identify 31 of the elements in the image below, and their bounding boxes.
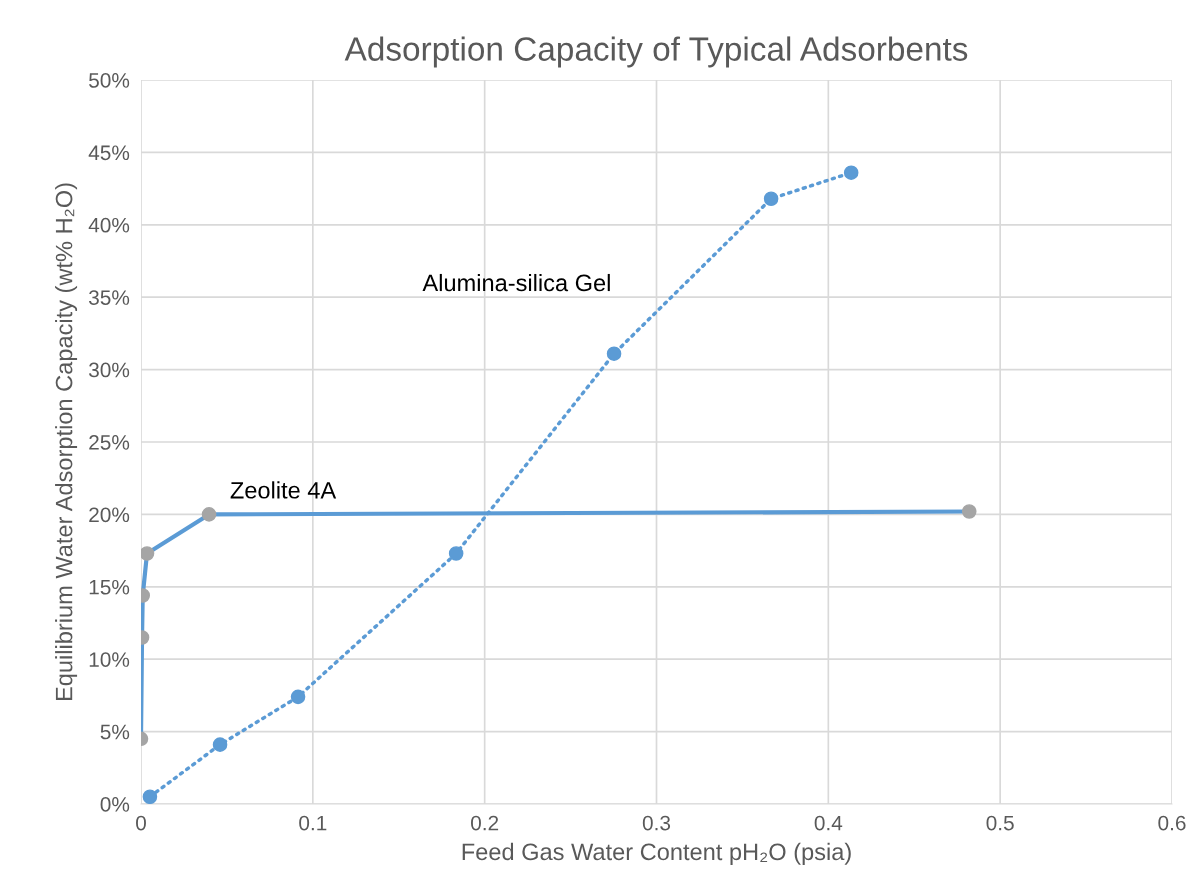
chart-title: Adsorption Capacity of Typical Adsorbents [344,36,968,68]
x-tick-label: 0.6 [1158,815,1186,831]
y-tick-label: 5% [100,724,130,740]
point [763,191,779,207]
y-tick-label: 15% [89,579,130,595]
point [448,546,464,561]
y-tick-label: 45% [88,145,130,161]
x-tick-label: 0.3 [642,815,671,831]
point [290,689,306,705]
point [843,165,859,180]
x-tick-label: 0.1 [299,815,327,831]
text: Alumina-silica Gel [422,273,610,292]
y-axis-title: Equilibrium Water Adsorption Capacity (wt% H₂O) [55,183,78,701]
y-tick-label: 30% [88,362,130,378]
x-axis-title: Feed Gas Water Content pH₂O (psia) [462,842,851,865]
point [141,546,155,561]
y-tick-label: 40% [88,217,130,233]
series-label: Zeolite 4A [230,481,337,499]
x-tick-label: 0.5 [986,815,1014,831]
point [606,346,622,361]
y-tick-label: 20% [89,507,130,523]
y-tick-label: 35% [88,290,130,305]
y-tick-label: 50% [89,73,130,88]
x-tick-label: 0.4 [814,815,843,831]
y-tick-label: 10% [89,652,130,667]
x-tick-label: 0 [136,815,146,831]
y-tick-label: 25% [89,435,130,450]
y-tick-label: 0% [100,797,130,812]
point [212,737,228,752]
point [142,789,158,804]
x-tick-label: 0.2 [471,815,499,831]
